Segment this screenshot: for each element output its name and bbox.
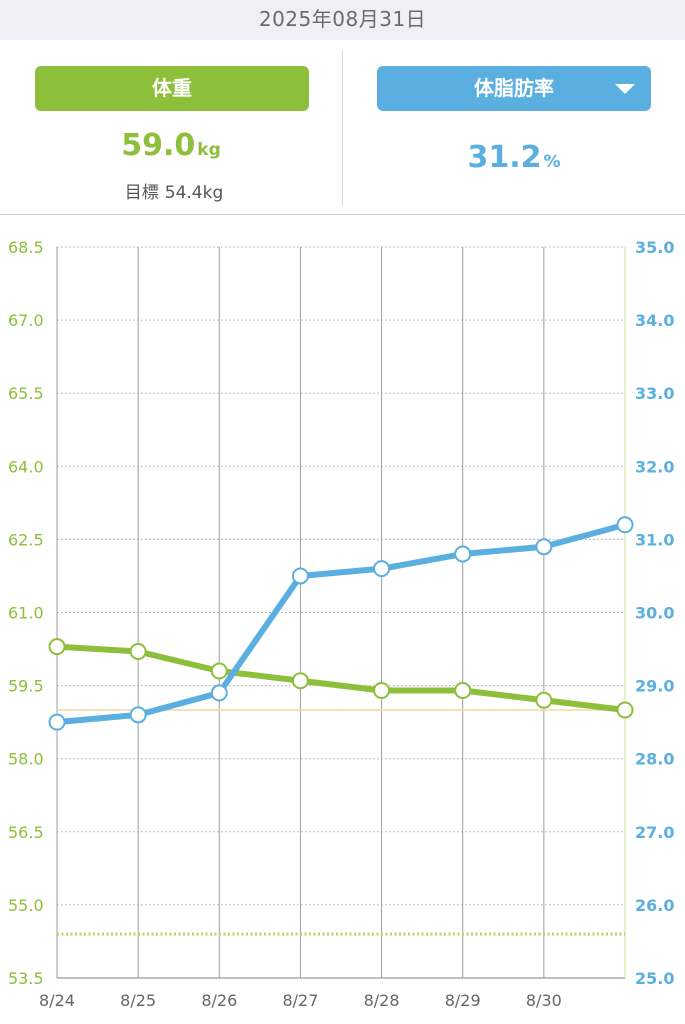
weight-point [616,701,634,719]
right-axis-tick-label: 32.0 [635,457,674,476]
date-label: 2025年08月31日 [258,7,427,31]
x-axis-tick-label: 8/25 [120,991,156,1010]
x-axis-tick-label: 8/28 [364,991,400,1010]
x-axis-tick-label: 8/26 [201,991,237,1010]
goal-layer [57,709,625,936]
body-fat-dropdown-button[interactable]: 体脂肪率 [377,66,651,111]
x-axis-tick-label: 8/24 [39,991,75,1010]
body-fat-line [54,521,628,726]
weight-point [210,662,228,680]
body-fat-value: 31.2 [467,140,542,175]
body-fat-point [48,713,66,731]
right-axis-tick-label: 31.0 [635,530,674,549]
right-axis-tick-label: 35.0 [635,238,674,257]
grid-layer [56,246,626,979]
body-fat-point [616,516,634,534]
left-axis-tick-label: 61.0 [8,604,44,623]
weight-point [373,681,391,699]
left-axis-tick-label: 53.5 [8,969,44,988]
x-axis-tick-label: 8/29 [445,991,481,1010]
weight-point [48,638,66,656]
right-axis-tick-label: 25.0 [635,969,674,988]
weight-tab-label: 体重 [152,76,192,100]
right-axis-tick-label: 28.0 [635,750,674,769]
body-fat-point [210,684,228,702]
axis-layer: 53.5 55.0 56.5 58.0 59.5 61.0 62.5 64.0 65.5 67.0… [8,238,674,1010]
body-fat-point [129,706,147,724]
weight-body-fat-chart: 53.5 55.0 56.5 58.0 59.5 61.0 62.5 64.0 65.5 67.0… [8,238,674,1010]
left-axis-tick-label: 55.0 [8,896,44,915]
right-axis-tick-label: 29.0 [635,677,674,696]
body-fat-point [373,560,391,578]
left-axis-tick-label: 59.5 [8,677,44,696]
right-axis-tick-label: 26.0 [635,896,674,915]
left-axis-tick-label: 68.5 [8,238,44,257]
right-axis-tick-label: 33.0 [635,384,674,403]
right-axis-tick-label: 34.0 [635,311,674,330]
goal-label: 目標 [124,183,159,203]
right-axis-tick-label: 27.0 [635,823,674,842]
weight-line [54,643,628,713]
date-header: 2025年08月31日 [0,0,685,40]
weight-unit: kg [197,140,221,160]
body-fat-point [454,545,472,563]
weight-tab-button[interactable]: 体重 [35,66,309,111]
body-fat-unit: % [543,152,561,172]
left-axis-tick-label: 67.0 [8,311,44,330]
weight-point [535,691,553,709]
left-axis-tick-label: 62.5 [8,530,44,549]
panel-divider [342,50,343,206]
body-fat-tab-label: 体脂肪率 [474,76,554,100]
series-layer [48,516,634,731]
weight-point [291,672,309,690]
right-axis-tick-label: 30.0 [635,604,674,623]
weight-value: 59.0 [121,128,196,163]
weight-point [129,642,147,660]
weight-value-display: 59.0 kg [0,128,342,163]
goal-value: 54.4kg [164,183,224,203]
chevron-down-icon [615,84,635,94]
left-axis-tick-label: 56.5 [8,823,44,842]
summary-panel: 体重 59.0 kg 目標 54.4kg 体脂肪率 31.2% [0,40,685,215]
body-fat-value-display: 31.2% [343,140,685,175]
left-axis-tick-label: 64.0 [8,457,44,476]
weight-point [454,681,472,699]
body-fat-point [291,567,309,585]
body-fat-point [535,538,553,556]
x-axis-tick-label: 8/27 [282,991,318,1010]
x-axis-tick-label: 8/30 [526,991,562,1010]
goal-weight: 目標 54.4kg [0,178,342,203]
left-axis-tick-label: 65.5 [8,384,44,403]
left-axis-tick-label: 58.0 [8,750,44,769]
